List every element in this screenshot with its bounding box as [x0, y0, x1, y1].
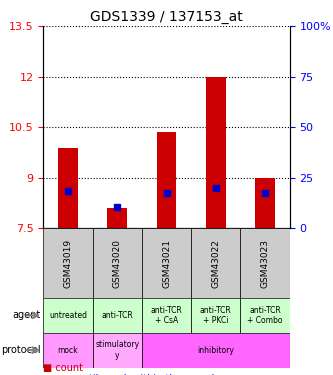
- Bar: [206, 77, 226, 228]
- Title: GDS1339 / 137153_at: GDS1339 / 137153_at: [90, 10, 243, 24]
- FancyBboxPatch shape: [43, 228, 93, 298]
- Text: GSM43022: GSM43022: [211, 239, 220, 288]
- Text: anti-TCR: anti-TCR: [101, 311, 133, 320]
- Text: anti-TCR
+ Combo: anti-TCR + Combo: [247, 306, 283, 325]
- FancyBboxPatch shape: [142, 228, 191, 298]
- Text: GSM43019: GSM43019: [63, 238, 73, 288]
- FancyBboxPatch shape: [142, 333, 290, 368]
- FancyBboxPatch shape: [93, 298, 142, 333]
- Text: GSM43021: GSM43021: [162, 239, 171, 288]
- Bar: [255, 178, 275, 228]
- Text: GSM43020: GSM43020: [113, 239, 122, 288]
- Bar: [107, 208, 127, 228]
- Text: protocol: protocol: [1, 345, 41, 355]
- Text: untreated: untreated: [49, 311, 87, 320]
- Text: inhibitory: inhibitory: [197, 346, 234, 355]
- Text: anti-TCR
+ CsA: anti-TCR + CsA: [151, 306, 182, 325]
- FancyBboxPatch shape: [142, 298, 191, 333]
- Text: anti-TCR
+ PKCi: anti-TCR + PKCi: [200, 306, 232, 325]
- FancyBboxPatch shape: [240, 298, 290, 333]
- Text: GSM43023: GSM43023: [260, 239, 270, 288]
- Text: ■ count: ■ count: [43, 363, 83, 373]
- Text: agent: agent: [13, 310, 41, 320]
- FancyBboxPatch shape: [93, 228, 142, 298]
- Text: ■ percentile rank within the sample: ■ percentile rank within the sample: [43, 374, 221, 375]
- Bar: [58, 148, 78, 228]
- FancyBboxPatch shape: [43, 298, 93, 333]
- FancyBboxPatch shape: [93, 333, 142, 368]
- FancyBboxPatch shape: [191, 298, 240, 333]
- Text: mock: mock: [58, 346, 78, 355]
- Bar: [157, 132, 176, 228]
- FancyBboxPatch shape: [240, 228, 290, 298]
- FancyBboxPatch shape: [43, 333, 93, 368]
- Text: stimulatory
y: stimulatory y: [95, 340, 139, 360]
- FancyBboxPatch shape: [191, 228, 240, 298]
